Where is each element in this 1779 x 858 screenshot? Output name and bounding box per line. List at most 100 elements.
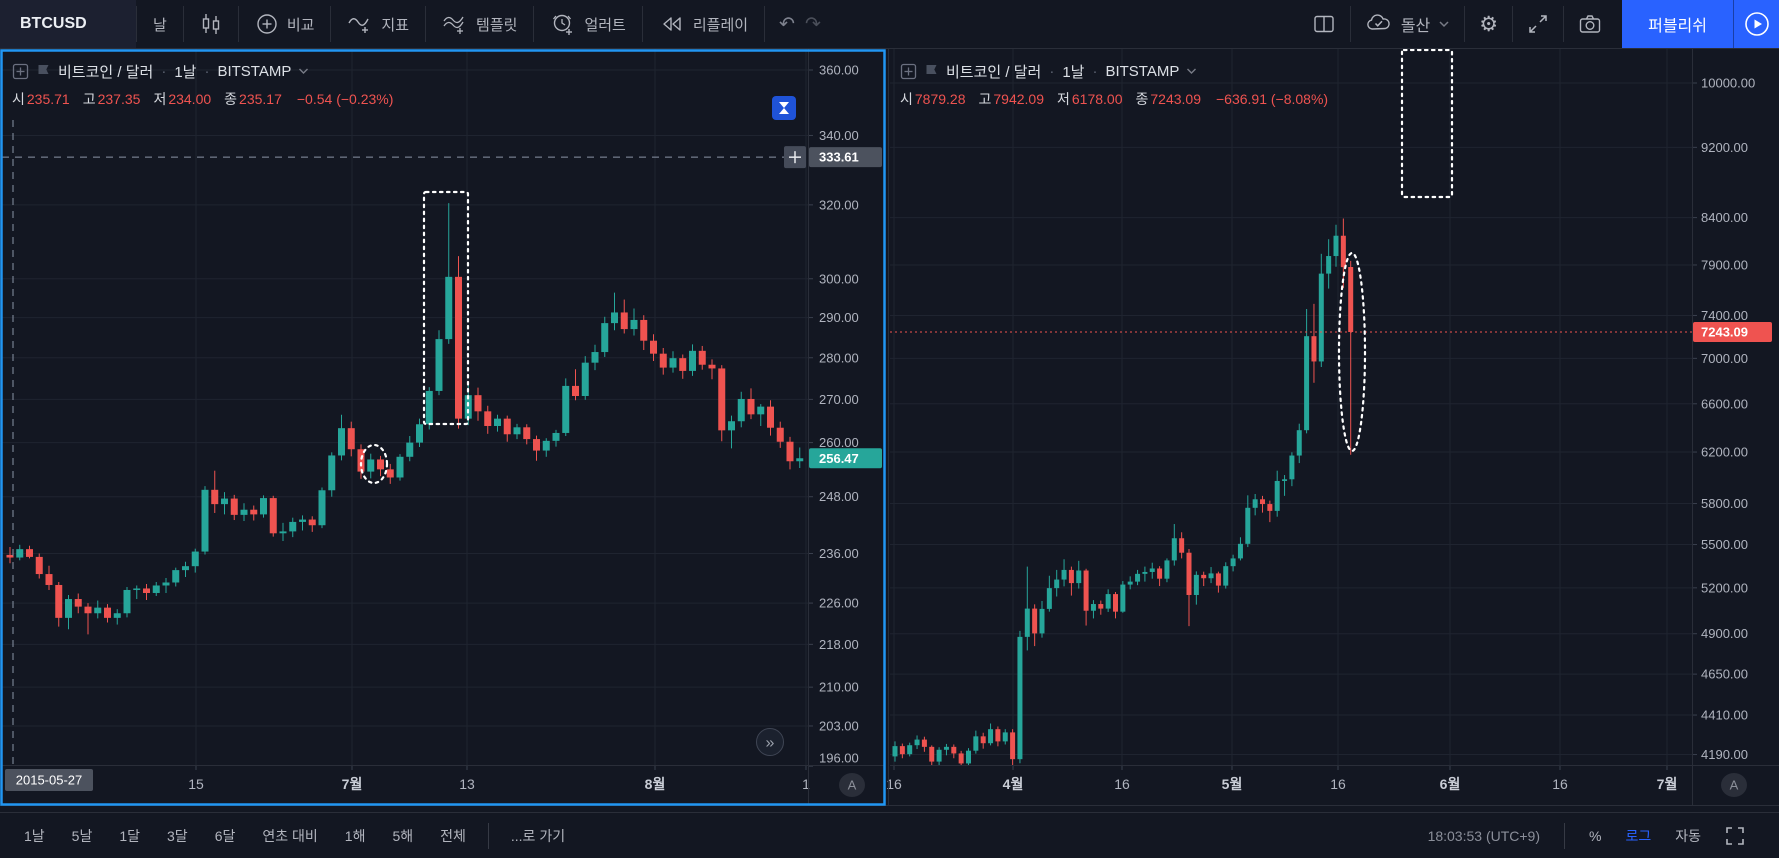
svg-text:236.00: 236.00 (819, 546, 859, 561)
price-axis-label-box (809, 448, 882, 469)
svg-text:7000.00: 7000.00 (1701, 351, 1748, 366)
right-legend-ohlc-row: 시 7879.28 고 7942.09 저 6178.00 종 7243.09 −636… (900, 89, 1328, 109)
legend-separator (160, 63, 167, 80)
right-legend-exchange[interactable]: BITSTAMP (1105, 62, 1180, 80)
range-button-1[interactable]: 5날 (71, 828, 93, 844)
svg-text:300.00: 300.00 (819, 271, 859, 286)
svg-text:340.00: 340.00 (819, 128, 859, 143)
svg-text:16: 16 (886, 776, 902, 792)
percent-scale-button[interactable]: % (1589, 828, 1602, 844)
redo-button[interactable]: ↷ (804, 13, 821, 35)
svg-text:5월: 5월 (1222, 776, 1243, 792)
range-button-8[interactable]: 전체 (440, 828, 466, 844)
templates-button[interactable]: 템플릿 (426, 0, 533, 48)
indicators-label: 지표 (381, 16, 410, 34)
toolbar-right-group: 돌산 ⚙ 퍼블리쉬 (1298, 0, 1779, 48)
pane-maximize-icon[interactable] (900, 63, 917, 80)
compare-plus-icon (255, 12, 279, 36)
chart-style-button[interactable] (184, 0, 238, 48)
interval-button[interactable]: 날 (137, 0, 183, 48)
range-button-7[interactable]: 5해 (392, 828, 414, 844)
left-legend-symbol[interactable]: 비트코인 / 달러 (58, 63, 154, 81)
range-button-3[interactable]: 3달 (167, 828, 188, 844)
open-label: 시 (12, 91, 25, 107)
alert-label: 얼러트 (584, 16, 626, 34)
right-chart[interactable]: 10000.00 9200.00 8400.00 7900.00 7400.00 7000… (886, 48, 1772, 797)
range-button-0[interactable]: 1날 (24, 828, 45, 844)
interval-label: 날 (153, 16, 167, 34)
range-button-5[interactable]: 연초 대비 (262, 828, 318, 844)
settings-button[interactable]: ⚙ (1465, 0, 1512, 48)
dotted-rectangle-drawing[interactable] (422, 190, 470, 426)
symbol-flag-icon[interactable] (924, 63, 939, 79)
dotted-ellipse-drawing[interactable] (359, 443, 389, 485)
chevron-down-icon[interactable] (1186, 67, 1197, 75)
candles-icon (200, 12, 222, 36)
svg-text:7월: 7월 (342, 776, 363, 792)
range-button-2[interactable]: 1달 (119, 828, 141, 844)
right-legend-title-row[interactable]: 비트코인 / 달러 1날 BITSTAMP (900, 60, 1328, 82)
svg-text:5800.00: 5800.00 (1701, 496, 1748, 511)
left-legend-exchange[interactable]: BITSTAMP (217, 62, 292, 80)
replay-button[interactable]: 리플레이 (643, 0, 764, 48)
right-legend-symbol[interactable]: 비트코인 / 달러 (946, 63, 1042, 81)
fullscreen-button[interactable] (1513, 0, 1563, 48)
toolbar-separator (1349, 6, 1351, 42)
low-label: 저 (153, 91, 167, 107)
left-legend-title-row[interactable]: 비트코인 / 달러 1날 BITSTAMP (12, 60, 393, 82)
toolbar-separator (136, 6, 137, 42)
close-value: 235.17 (239, 91, 282, 107)
hourglass-icon (779, 102, 789, 114)
right-legend-interval[interactable]: 1날 (1062, 63, 1085, 81)
goto-date-button[interactable]: ...로 가기 (510, 828, 566, 844)
svg-text:10000.00: 10000.00 (1701, 76, 1755, 91)
collapse-toolbar-button[interactable]: » (756, 728, 784, 756)
snapshot-button[interactable] (1564, 0, 1616, 48)
svg-text:6600.00: 6600.00 (1701, 396, 1748, 411)
close-label: 종 (224, 91, 238, 107)
dotted-ellipse-drawing[interactable] (1337, 251, 1367, 453)
publish-play-button[interactable] (1733, 0, 1779, 48)
idea-flag-button[interactable] (772, 96, 796, 120)
indicators-icon (347, 12, 373, 36)
low-label: 저 (1057, 91, 1070, 107)
indicators-button[interactable]: 지표 (331, 0, 425, 48)
compare-button[interactable]: 비교 (239, 0, 331, 48)
top-toolbar: BTCUSD 날 비교 지표 (0, 0, 1779, 49)
left-chart[interactable]: 360.00 340.00 320.00 300.00 290.00 280.00 270.… (2, 49, 882, 797)
layout-icon (1312, 12, 1336, 36)
alert-clock-icon (550, 11, 576, 37)
range-button-6[interactable]: 1해 (344, 828, 366, 844)
left-legend-interval[interactable]: 1날 (174, 63, 197, 81)
low-value: 234.00 (168, 91, 212, 107)
dotted-rectangle-drawing[interactable] (1400, 48, 1454, 199)
chevron-down-icon[interactable] (298, 67, 309, 75)
auto-scale-button[interactable]: 자동 (1675, 828, 1701, 844)
svg-text:248.00: 248.00 (819, 489, 859, 504)
undo-button[interactable]: ↶ (779, 13, 795, 35)
svg-text:A: A (848, 778, 857, 793)
alert-button[interactable]: 얼러트 (534, 0, 641, 48)
svg-text:16: 16 (1552, 776, 1568, 792)
left-legend-ohlc-row: 시 235.71 고 237.35 저 234.00 종 235.17 −0.54 (−… (12, 89, 393, 109)
svg-text:16: 16 (1114, 776, 1130, 792)
svg-text:13: 13 (459, 776, 475, 792)
svg-text:4월: 4월 (1003, 776, 1024, 792)
log-scale-button[interactable]: 로그 (1625, 828, 1652, 844)
right-chart-axis-mode-button[interactable]: A (1721, 773, 1747, 797)
toolbar-separator (1464, 6, 1466, 42)
publish-button[interactable]: 퍼블리쉬 (1648, 18, 1707, 35)
fullscreen-icon (1527, 13, 1549, 35)
svg-text:4650.00: 4650.00 (1701, 667, 1748, 682)
cloud-account-button[interactable]: 돌산 (1351, 0, 1464, 48)
price-axis-label-box (1693, 321, 1772, 342)
pane-maximize-icon[interactable] (12, 63, 29, 80)
symbol-button[interactable]: BTCUSD (0, 0, 136, 48)
left-chart-axis-mode-button[interactable]: A (839, 773, 865, 797)
symbol-flag-icon[interactable] (36, 63, 51, 79)
range-button-4[interactable]: 6달 (214, 828, 236, 844)
layout-select-button[interactable] (1298, 0, 1350, 48)
clock-label[interactable]: 18:03:53 (UTC+9) (1427, 828, 1541, 844)
maximize-pane-icon[interactable] (1725, 826, 1745, 846)
